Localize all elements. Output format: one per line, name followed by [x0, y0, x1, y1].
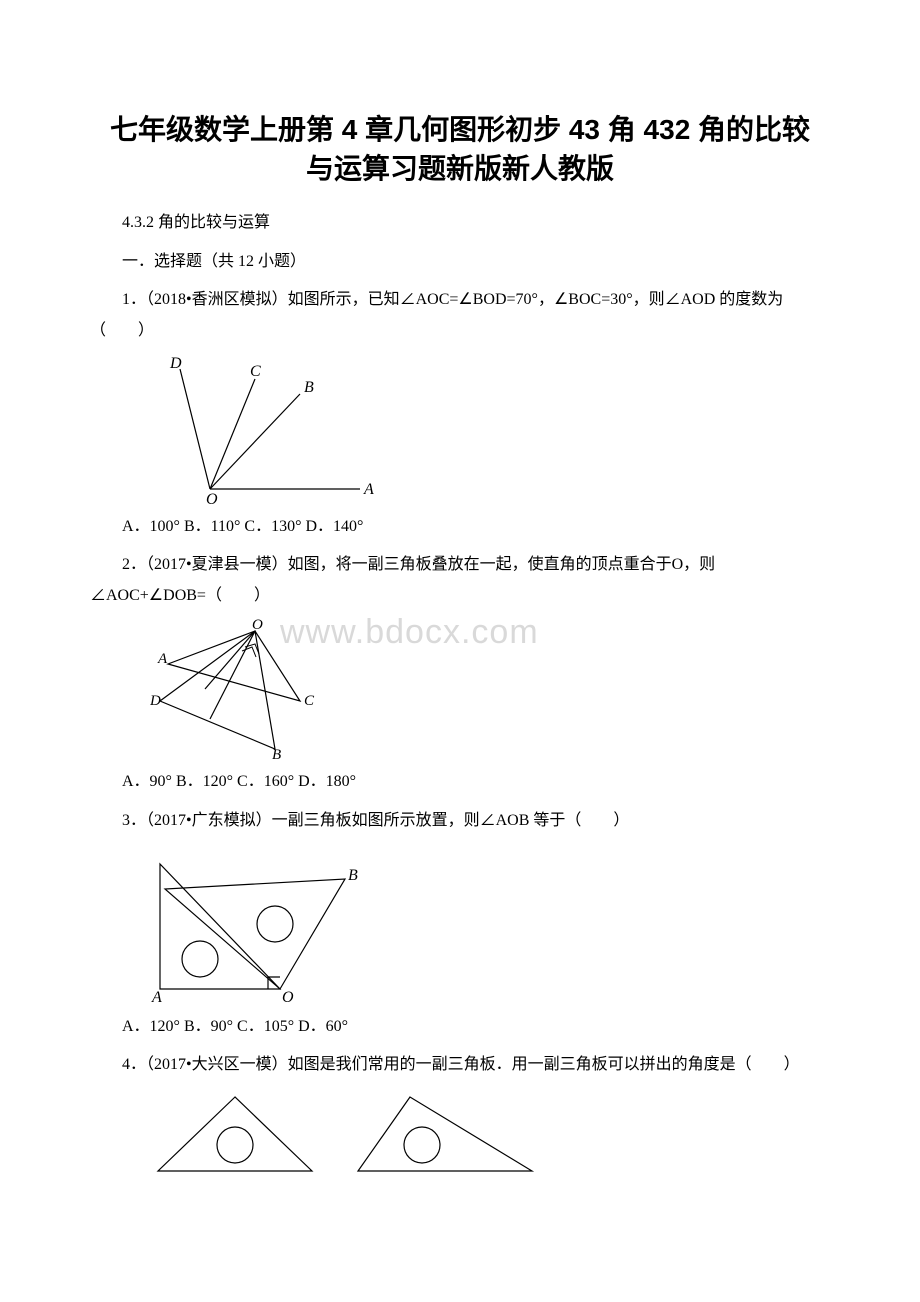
- title-line-1: 七年级数学上册第 4 章几何图形初步 43 角 432 角的比较: [110, 114, 810, 145]
- q1-label-D: D: [169, 355, 182, 372]
- q1-label-A: A: [363, 481, 374, 498]
- q2-text: 2．（2017•夏津县一模）如图，将一副三角板叠放在一起，使直角的顶点重合于O，…: [90, 550, 830, 611]
- q4-figure: [150, 1089, 830, 1179]
- q4-triangle-2: [350, 1089, 540, 1179]
- q2-figure: www.bdocx.com O A C D B: [150, 619, 830, 759]
- page-title: 七年级数学上册第 4 章几何图形初步 43 角 432 角的比较 与运算习题新版…: [90, 110, 830, 188]
- q3-figure: A O B: [150, 844, 830, 1004]
- q1-choices: A．100° B．110° C．130° D．140°: [90, 512, 830, 542]
- q3-label-B: B: [348, 867, 358, 884]
- q3-label-A: A: [151, 989, 162, 1004]
- q1-label-O: O: [206, 491, 218, 504]
- section-heading: 一．选择题（共 12 小题）: [90, 247, 830, 277]
- q2-label-A: A: [157, 651, 168, 667]
- q2-choices: A．90° B．120° C．160° D．180°: [90, 767, 830, 797]
- q4-triangle-1: [150, 1089, 320, 1179]
- q1-figure: O A B C D: [150, 354, 830, 504]
- q2-label-C: C: [304, 693, 315, 709]
- q3-label-O: O: [282, 989, 294, 1004]
- subtitle: 4.3.2 角的比较与运算: [90, 208, 830, 238]
- q3-choices: A．120° B．90° C．105° D．60°: [90, 1012, 830, 1042]
- q1-label-C: C: [250, 363, 261, 380]
- q2-label-O: O: [252, 619, 263, 633]
- q3-text: 3．（2017•广东模拟）一副三角板如图所示放置，则∠AOB 等于（ ）: [90, 806, 830, 836]
- q1-label-B: B: [304, 379, 314, 396]
- q2-label-B: B: [272, 747, 281, 759]
- q1-text: 1．（2018•香洲区模拟）如图所示，已知∠AOC=∠BOD=70°，∠BOC=…: [90, 285, 830, 346]
- q4-text: 4．（2017•大兴区一模）如图是我们常用的一副三角板．用一副三角板可以拼出的角…: [90, 1050, 830, 1080]
- title-line-2: 与运算习题新版新人教版: [306, 153, 614, 184]
- q2-label-D: D: [150, 693, 161, 709]
